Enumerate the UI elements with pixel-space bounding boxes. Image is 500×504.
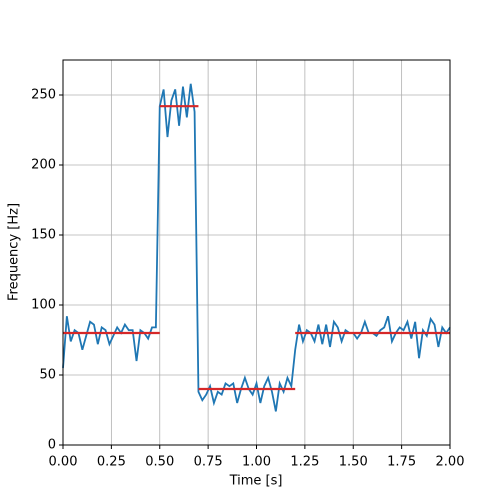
y-axis-label: Frequency [Hz]	[7, 203, 22, 301]
x-tick-label: 1.75	[387, 455, 416, 470]
y-tick-label: 200	[31, 158, 56, 173]
x-tick-label: 1.25	[290, 455, 319, 470]
series-line	[62, 83, 451, 412]
x-tick-label: 1.00	[242, 455, 271, 470]
x-tick-label: 0.50	[145, 455, 174, 470]
x-tick-label: 1.50	[339, 455, 368, 470]
y-tick-label: 250	[31, 88, 56, 103]
x-tick-label: 2.00	[436, 455, 465, 470]
y-tick-label: 0	[48, 438, 56, 453]
x-tick-label: 0.75	[194, 455, 223, 470]
x-tick-label: 0.00	[49, 455, 78, 470]
y-tick-label: 50	[39, 368, 56, 383]
x-tick-label: 0.25	[97, 455, 126, 470]
series-line	[63, 105, 450, 391]
y-tick-label: 150	[31, 228, 56, 243]
plot-frame	[62, 59, 451, 446]
x-axis-label: Time [s]	[229, 474, 283, 489]
y-tick-label: 100	[31, 298, 56, 313]
